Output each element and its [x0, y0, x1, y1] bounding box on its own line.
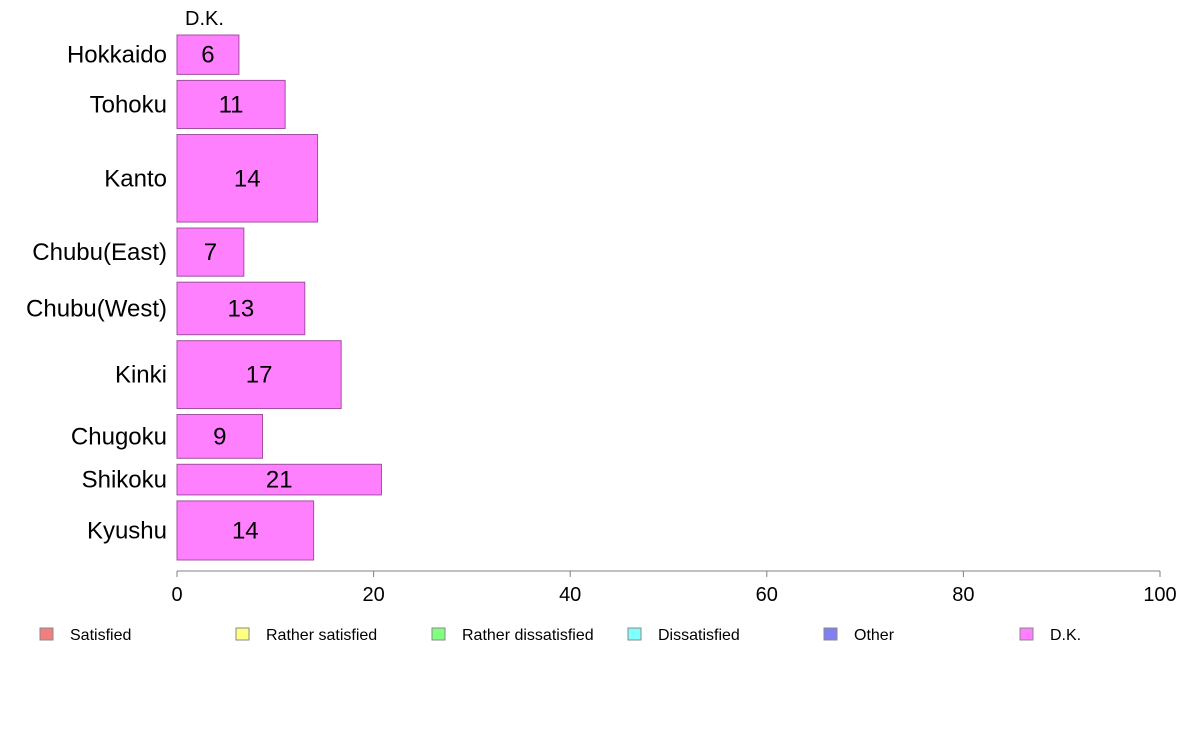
- data-label: 11: [219, 91, 244, 118]
- legend-label: Other: [854, 627, 895, 644]
- legend-swatch: [431, 627, 446, 641]
- data-label: 14: [234, 165, 261, 192]
- legend-label: Satisfied: [70, 627, 131, 644]
- legend-label: Dissatisfied: [658, 627, 740, 644]
- data-label: 6: [201, 42, 214, 69]
- legend-swatch: [39, 627, 54, 641]
- category-label: Chubu(West): [26, 295, 167, 322]
- category-label: Shikoku: [82, 467, 167, 494]
- category-label: Chugoku: [71, 423, 167, 450]
- data-label: 13: [228, 295, 255, 322]
- bar-kinki-d-k-: [176, 340, 342, 410]
- legend-swatch: [823, 627, 838, 641]
- bar-kyushu-d-k-: [176, 500, 315, 561]
- bars-group: D.K. 611 14 7 13 17 9 21 14: [176, 8, 382, 561]
- series-header: D.K.: [185, 8, 224, 30]
- x-tick-label: 80: [952, 584, 974, 606]
- data-label: 14: [232, 517, 259, 544]
- category-label: Kinki: [115, 362, 167, 389]
- category-label: Kanto: [104, 165, 167, 192]
- legend-swatch: [627, 627, 642, 641]
- bar-shikoku-d-k-: [176, 463, 382, 496]
- bar-chubu-east--d-k-: [176, 227, 245, 277]
- x-tick-label: 0: [171, 584, 182, 606]
- x-tick-label: 40: [559, 584, 581, 606]
- legend-label: Rather satisfied: [266, 627, 377, 644]
- bar-hokkaido-d-k-: [176, 34, 240, 75]
- x-tick-label: 60: [756, 584, 778, 606]
- category-label: Chubu(East): [32, 239, 167, 266]
- data-label: 9: [213, 423, 226, 450]
- bar-chugoku-d-k-: [176, 414, 264, 459]
- category-label: Kyushu: [87, 517, 167, 544]
- legend-swatch: [235, 627, 250, 641]
- data-label: 7: [204, 239, 217, 266]
- legend-swatch: [1019, 627, 1034, 641]
- x-axis: 0 20 40 60 80 100: [171, 570, 1177, 606]
- data-label: 17: [246, 362, 273, 389]
- x-tick-label: 20: [362, 584, 384, 606]
- category-labels: Hokkaido Tohoku Kanto Chubu(East) Chubu(West…: [26, 42, 167, 545]
- legend-label: D.K.: [1050, 627, 1081, 644]
- bar-tohoku-d-k-: [176, 79, 286, 130]
- bar-kanto-d-k-: [176, 134, 319, 223]
- x-tick-label: 100: [1143, 584, 1176, 606]
- category-label: Hokkaido: [67, 42, 167, 69]
- legend: Satisfied Rather satisfied Rather dissatis…: [39, 627, 1081, 644]
- category-label: Tohoku: [90, 91, 167, 118]
- legend-label: Rather dissatisfied: [462, 627, 594, 644]
- data-label: 21: [266, 467, 293, 494]
- bar-chubu-west--d-k-: [176, 281, 306, 336]
